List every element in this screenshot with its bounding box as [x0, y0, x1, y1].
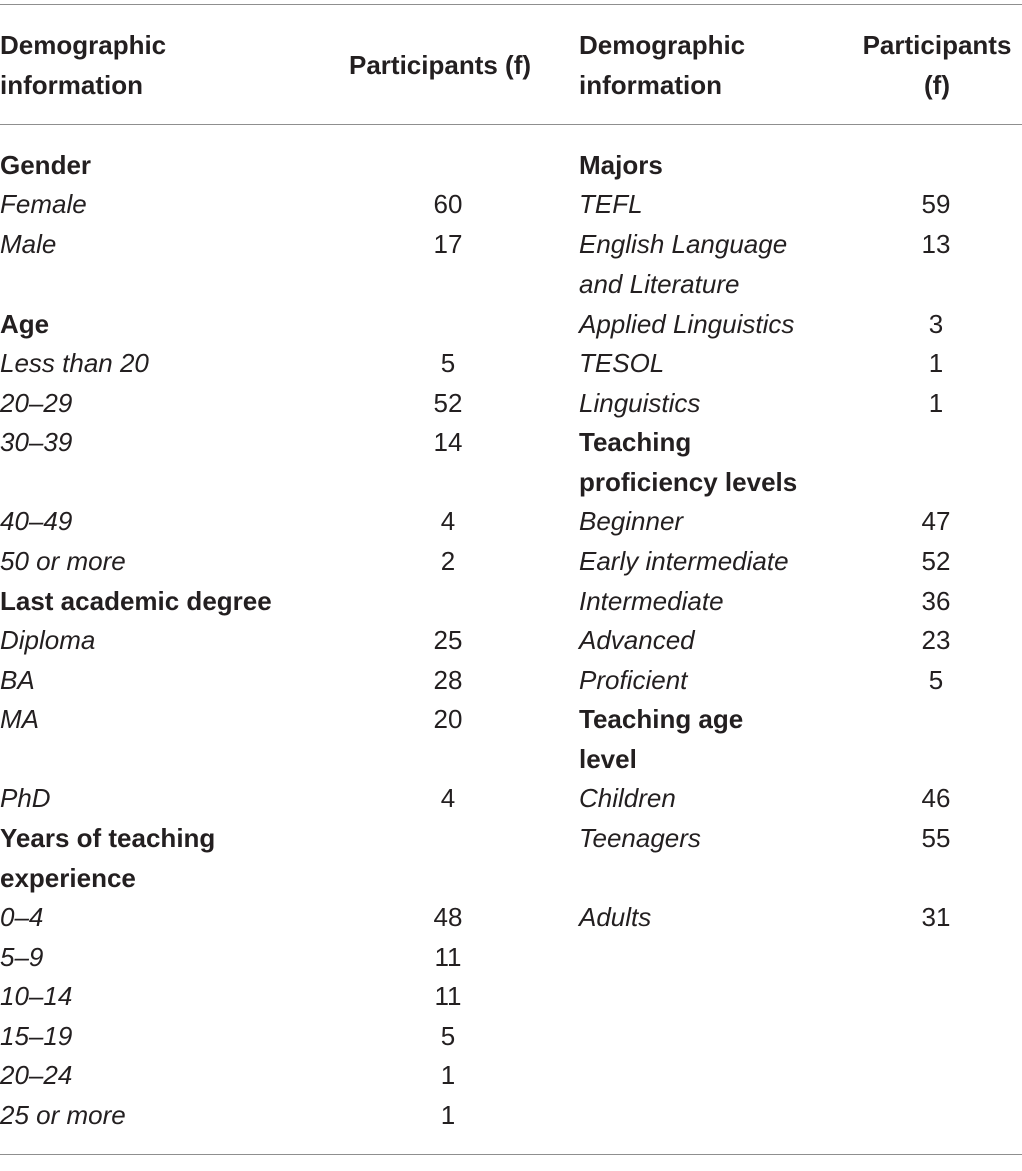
header-right-demographic-line2: information — [579, 70, 722, 100]
row-value: 31 — [921, 902, 951, 932]
row-label: Male — [0, 229, 57, 259]
row-label: MA — [0, 704, 39, 734]
row-value: 47 — [921, 506, 951, 536]
table-top-rule — [0, 4, 1022, 5]
header-right-demographic: Demographic information — [579, 25, 745, 105]
row-value: 5 — [928, 665, 944, 695]
section-title-degree: Last academic degree — [0, 586, 272, 616]
row-label: 0–4 — [0, 902, 44, 932]
row-label: 50 or more — [0, 546, 126, 576]
row-label: English Language and Literature — [579, 224, 787, 304]
row-label: Applied Linguistics — [579, 309, 795, 339]
row-value: 36 — [921, 586, 951, 616]
row-value: 2 — [440, 546, 456, 576]
row-value: 11 — [434, 942, 462, 972]
row-label-line2: and Literature — [579, 269, 740, 299]
section-title-line1: Teaching age — [579, 704, 744, 734]
row-label: Linguistics — [579, 388, 701, 418]
row-value: 5 — [440, 1021, 456, 1051]
row-value: 60 — [433, 189, 463, 219]
row-label: TESOL — [579, 348, 665, 378]
table-header-rule — [0, 124, 1022, 125]
header-right-participants-line1: Participants — [862, 30, 1012, 60]
row-value: 28 — [433, 665, 463, 695]
row-label: Teenagers — [579, 823, 701, 853]
row-value: 25 — [433, 625, 463, 655]
header-left-demographic: Demographic information — [0, 25, 166, 105]
row-label: 5–9 — [0, 942, 44, 972]
table-bottom-rule — [0, 1154, 1022, 1155]
row-label: Diploma — [0, 625, 96, 655]
row-label-line1: English Language — [579, 229, 788, 259]
row-value: 52 — [921, 546, 951, 576]
section-title-gender: Gender — [0, 150, 92, 180]
row-value: 46 — [921, 783, 951, 813]
row-value: 3 — [928, 309, 944, 339]
header-left-demographic-line1: Demographic — [0, 30, 167, 60]
section-title-experience: Years of teaching experience — [0, 818, 215, 898]
section-title-majors: Majors — [579, 150, 663, 180]
row-value: 48 — [433, 902, 463, 932]
section-title-line2: proficiency levels — [579, 467, 798, 497]
row-label: 20–24 — [0, 1060, 73, 1090]
row-label: BA — [0, 665, 35, 695]
row-value: 14 — [433, 427, 463, 457]
row-value: 13 — [921, 229, 951, 259]
row-value: 1 — [440, 1100, 456, 1130]
row-label: 20–29 — [0, 388, 73, 418]
row-label: Advanced — [579, 625, 695, 655]
row-label: TEFL — [579, 189, 643, 219]
row-label: Early intermediate — [579, 546, 789, 576]
row-label: 10–14 — [0, 981, 73, 1011]
row-label: Female — [0, 189, 87, 219]
row-label: Adults — [579, 902, 652, 932]
header-right-participants-line2: (f) — [924, 70, 950, 100]
row-value: 17 — [433, 229, 463, 259]
section-title-line2: experience — [0, 863, 136, 893]
row-label: PhD — [0, 783, 51, 813]
section-title-age: Age — [0, 309, 50, 339]
row-label: Beginner — [579, 506, 684, 536]
row-value: 23 — [921, 625, 951, 655]
row-value: 1 — [440, 1060, 456, 1090]
row-label: 30–39 — [0, 427, 73, 457]
row-value: 11 — [434, 981, 462, 1011]
row-value: 4 — [440, 783, 456, 813]
row-label: Intermediate — [579, 586, 724, 616]
row-value: 5 — [440, 348, 456, 378]
row-label: Less than 20 — [0, 348, 149, 378]
header-right-participants: Participants (f) — [852, 25, 1022, 105]
row-value: 4 — [440, 506, 456, 536]
row-value: 1 — [928, 348, 944, 378]
row-label: 40–49 — [0, 506, 73, 536]
row-value: 59 — [921, 189, 951, 219]
section-title-age-level: Teaching age level — [579, 699, 743, 779]
row-value: 52 — [433, 388, 463, 418]
row-label: Children — [579, 783, 676, 813]
row-value: 20 — [433, 704, 463, 734]
header-left-demographic-line2: information — [0, 70, 143, 100]
row-label: 15–19 — [0, 1021, 73, 1051]
section-title-line2: level — [579, 744, 637, 774]
header-left-participants: Participants (f) — [349, 50, 532, 80]
row-value: 1 — [928, 388, 944, 418]
row-label: 25 or more — [0, 1100, 126, 1130]
row-value: 55 — [921, 823, 951, 853]
section-title-line1: Teaching — [579, 427, 692, 457]
header-right-demographic-line1: Demographic — [579, 30, 746, 60]
row-label: Proficient — [579, 665, 688, 695]
section-title-proficiency: Teaching proficiency levels — [579, 422, 797, 502]
section-title-line1: Years of teaching — [0, 823, 216, 853]
